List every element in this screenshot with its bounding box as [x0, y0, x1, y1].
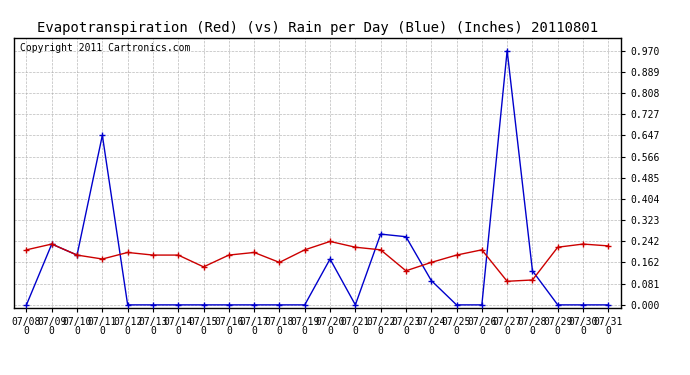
Text: Copyright 2011 Cartronics.com: Copyright 2011 Cartronics.com [20, 43, 190, 53]
Title: Evapotranspiration (Red) (vs) Rain per Day (Blue) (Inches) 20110801: Evapotranspiration (Red) (vs) Rain per D… [37, 21, 598, 35]
